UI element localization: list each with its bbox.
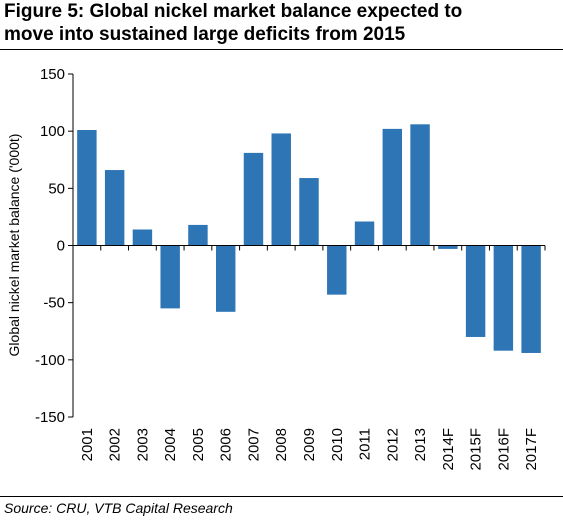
x-tick-label: 2017F <box>523 428 540 471</box>
x-tick-label: 2007 <box>245 428 262 461</box>
bar-2014F <box>438 245 458 249</box>
bar-2017F <box>521 245 541 353</box>
x-tick-label: 2009 <box>301 428 318 461</box>
bar-2003 <box>132 229 153 246</box>
figure-title-line-2: move into sustained large deficits from … <box>4 24 406 45</box>
bar-2008 <box>271 133 291 246</box>
bar-2009 <box>299 178 319 246</box>
x-tick-label: 2004 <box>162 428 179 461</box>
y-tick-label: -100 <box>35 352 65 369</box>
x-tick-labels: 2001 2002 2003 2004 2005 2006 2007 2008 2009 2010… <box>79 428 540 471</box>
x-tick-label: 2005 <box>190 428 207 461</box>
x-tick-label: 2012 <box>384 428 401 461</box>
x-tick-label: 2016F <box>495 428 512 471</box>
bar-2004 <box>160 245 180 309</box>
bar-2012 <box>382 128 403 246</box>
figure-title-line-1: Figure 5: Global nickel market balance e… <box>4 1 463 22</box>
y-tick-labels: -150 -100 -50 0 50 100 150 <box>35 66 65 426</box>
bar-2013 <box>410 124 430 246</box>
x-tick-label: 2002 <box>107 428 124 461</box>
axes-group <box>68 73 546 418</box>
y-tick-label: 150 <box>40 66 65 83</box>
x-tick-label: 2006 <box>218 428 235 461</box>
bar-2007 <box>243 152 264 246</box>
y-tick-label: 100 <box>40 123 65 140</box>
x-tick-label: 2015F <box>468 428 485 471</box>
x-tick-label: 2013 <box>412 428 429 461</box>
source-note: Source: CRU, VTB Capital Research <box>4 500 233 516</box>
bar-2001 <box>77 130 97 246</box>
x-tick-label: 2003 <box>134 428 151 461</box>
y-tick-label: 50 <box>48 180 65 197</box>
bar-2011 <box>354 221 375 246</box>
y-tick-label: 0 <box>57 238 65 255</box>
bar-2015F <box>465 245 486 337</box>
bar-2010 <box>327 245 347 295</box>
bar-2005 <box>188 224 208 246</box>
x-tick-label: 2011 <box>357 428 374 460</box>
bar-2006 <box>215 245 236 312</box>
title-divider <box>0 49 563 50</box>
y-axis-label: Global nickel market balance ('000t) <box>6 134 22 357</box>
bars-group <box>77 124 541 353</box>
y-tick-label: -50 <box>43 295 65 312</box>
x-tick-label: 2014F <box>440 428 457 471</box>
bar-2016F <box>493 245 514 351</box>
x-tick-label: 2010 <box>329 428 346 461</box>
x-tick-label: 2001 <box>79 428 96 461</box>
bar-2002 <box>104 170 125 246</box>
source-divider <box>0 496 563 497</box>
x-tick-label: 2008 <box>273 428 290 461</box>
figure-title: Figure 5: Global nickel market balance e… <box>4 0 559 46</box>
y-tick-label: -150 <box>35 409 65 426</box>
